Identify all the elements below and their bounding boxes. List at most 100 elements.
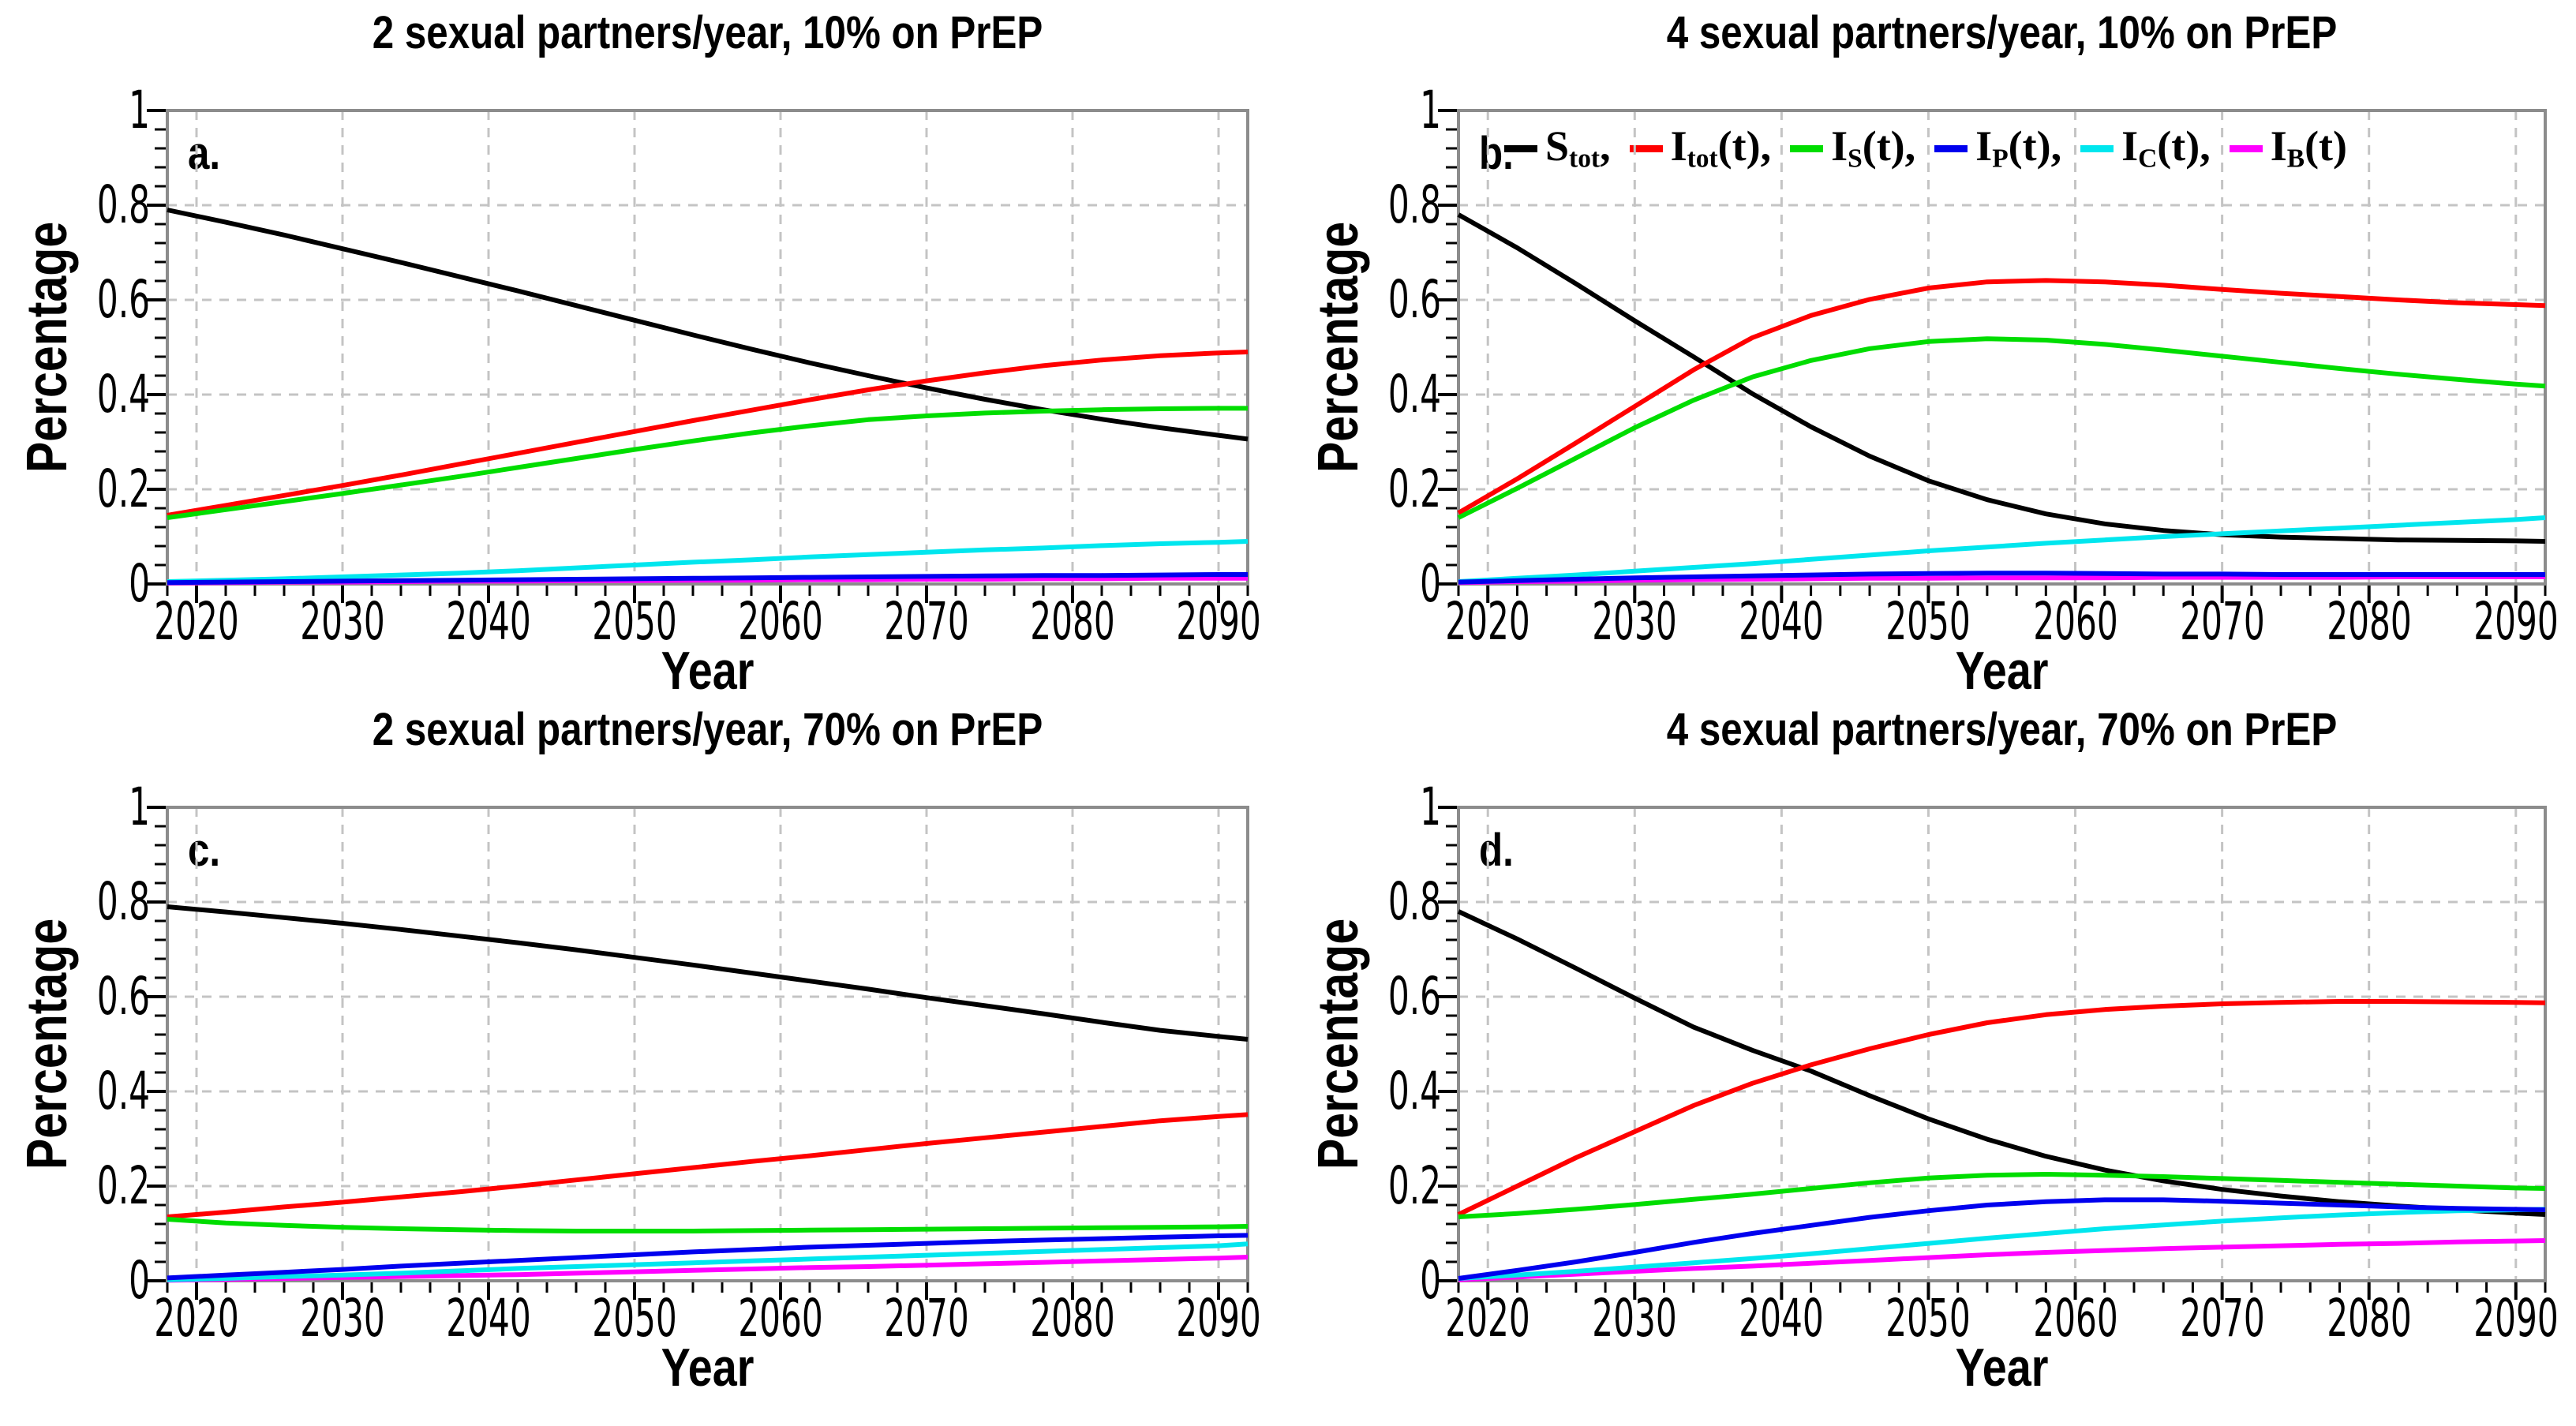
y-tick-label: 1 (1420, 777, 1441, 837)
x-tick-label: 2030 (300, 591, 385, 652)
x-tick-label: 2080 (1030, 591, 1115, 652)
y-tick-label: 0.6 (96, 966, 150, 1027)
y-tick-label: 0.8 (1387, 174, 1441, 235)
series-line-I_P(t) (167, 1233, 1249, 1281)
y-tick-label: 0.2 (96, 1155, 150, 1216)
x-tick-label: 2070 (884, 591, 969, 652)
y-tick-label: 0 (129, 553, 150, 614)
y-tick-label: 1 (1420, 80, 1441, 140)
x-axis-label: Year (661, 641, 754, 701)
x-tick-label: 2020 (154, 1288, 239, 1349)
series-line-I_C(t) (167, 539, 1249, 584)
x-tick-label: 2040 (1739, 591, 1825, 652)
y-tick-label: 0.6 (1387, 966, 1441, 1027)
series-line-I_B(t) (1458, 575, 2545, 586)
legend: Stot, Itot(t), IS(t), IP(t), IC(t), IB(t) (1504, 123, 2366, 174)
legend-item-I_C(t): IC(t), (2080, 125, 2211, 172)
x-tick-label: 2030 (1592, 1288, 1678, 1349)
x-tick-label: 2030 (300, 1288, 385, 1349)
series-line-I_tot(t) (167, 1112, 1249, 1219)
x-axis-label: Year (661, 1338, 754, 1398)
y-tick-label: 0.2 (96, 458, 150, 519)
x-tick-label: 2030 (1592, 591, 1678, 652)
x-tick-label: 2090 (1176, 591, 1261, 652)
y-tick-label: 0.2 (1387, 1155, 1441, 1216)
plot-canvas (147, 806, 1249, 1300)
x-tick-label: 2060 (738, 1288, 823, 1349)
x-tick-label: 2090 (1176, 1288, 1261, 1349)
panel-letter: b. (1479, 128, 1514, 179)
legend-swatch-S_tot (1504, 144, 1537, 152)
series-line-I_C(t) (1458, 515, 2546, 584)
legend-item-S_tot: Stot, (1504, 125, 1611, 172)
plot-canvas (1438, 806, 2547, 1300)
plot-canvas (1438, 109, 2547, 603)
x-tick-label: 2080 (2326, 1288, 2412, 1349)
y-tick-label: 0.8 (1387, 871, 1441, 932)
x-tick-label: 2050 (592, 1288, 677, 1349)
panel-letter: c. (188, 825, 221, 876)
legend-label-I_B(t): IB(t) (2270, 122, 2348, 174)
legend-swatch-I_P(t) (1934, 144, 1968, 152)
series-line-S_tot (167, 904, 1249, 1042)
legend-label-S_tot: Stot, (1545, 122, 1611, 174)
x-tick-label: 2070 (884, 1288, 969, 1349)
legend-swatch-I_tot(t) (1629, 144, 1663, 152)
x-tick-label: 2090 (2473, 591, 2559, 652)
series-line-S_tot (167, 208, 1249, 442)
y-tick-label: 0 (1420, 553, 1441, 614)
x-tick-label: 2040 (446, 591, 531, 652)
legend-swatch-I_B(t) (2229, 144, 2263, 152)
x-tick-label: 2050 (1885, 591, 1971, 652)
x-tick-label: 2050 (592, 591, 677, 652)
y-tick-label: 0.6 (96, 269, 150, 330)
x-tick-label: 2020 (154, 591, 239, 652)
series-line-I_B(t) (1458, 1238, 2546, 1282)
series-line-S_tot (1457, 909, 2546, 1217)
y-tick-label: 0.6 (1387, 269, 1441, 330)
series-line-I_C(t) (167, 1241, 1249, 1282)
y-tick-label: 0.4 (96, 364, 150, 425)
series-line-S_tot (1457, 212, 2546, 544)
legend-swatch-I_S(t) (1790, 144, 1824, 152)
panel-title: 4 sexual partners/year, 10% on PrEP (1666, 7, 2338, 58)
series-line-I_tot(t) (1457, 278, 2546, 515)
legend-item-I_B(t): IB(t) (2229, 122, 2348, 174)
panel-title: 2 sexual partners/year, 10% on PrEP (372, 7, 1043, 58)
y-tick-label: 0.4 (1387, 1061, 1441, 1121)
plot-canvas (147, 109, 1249, 603)
panel-letter: a. (188, 128, 221, 179)
series-line-I_S(t) (167, 406, 1248, 520)
series-line-I_tot(t) (167, 350, 1249, 518)
legend-label-I_P(t): IP(t), (1975, 122, 2062, 174)
legend-label-I_tot(t): Itot(t), (1670, 122, 1772, 174)
series-line-I_P(t) (1458, 1197, 2546, 1281)
x-tick-label: 2040 (1739, 1288, 1825, 1349)
legend-label-I_C(t): IC(t), (2121, 122, 2211, 174)
legend-item-I_S(t): IS(t), (1790, 125, 1915, 172)
x-tick-label: 2070 (2179, 1288, 2265, 1349)
y-tick-label: 1 (129, 777, 150, 837)
panel-letter: d. (1479, 825, 1514, 876)
x-tick-label: 2060 (738, 591, 823, 652)
y-tick-label: 1 (129, 80, 150, 140)
series-line-I_S(t) (1457, 336, 2546, 520)
x-tick-label: 2070 (2179, 591, 2265, 652)
y-tick-label: 0.2 (1387, 458, 1441, 519)
y-tick-label: 0.8 (96, 174, 150, 235)
x-tick-label: 2060 (2032, 591, 2118, 652)
y-tick-label: 0.4 (1387, 364, 1441, 425)
x-tick-label: 2020 (1445, 591, 1530, 652)
x-axis-label: Year (1955, 641, 2049, 701)
legend-item-I_P(t): IP(t), (1934, 125, 2061, 172)
legend-label-I_S(t): IS(t), (1831, 122, 1916, 174)
series-line-I_S(t) (167, 1217, 1249, 1233)
series-line-I_tot(t) (1457, 999, 2546, 1217)
series-line-I_B(t) (167, 1255, 1249, 1283)
series-line-I_C(t) (1458, 1207, 2546, 1281)
